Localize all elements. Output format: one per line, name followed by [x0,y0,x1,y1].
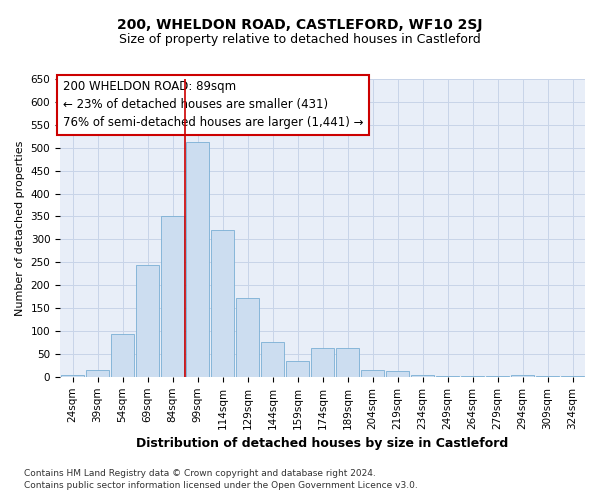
Bar [211,230,235,377]
Bar [536,376,559,377]
Text: 200 WHELDON ROAD: 89sqm
← 23% of detached houses are smaller (431)
76% of semi-d: 200 WHELDON ROAD: 89sqm ← 23% of detache… [62,80,363,130]
Bar [335,348,359,377]
Bar [311,348,334,377]
Bar [386,372,409,377]
Text: Contains public sector information licensed under the Open Government Licence v3: Contains public sector information licen… [24,481,418,490]
Bar [286,361,310,377]
Bar [560,376,584,377]
Text: Size of property relative to detached houses in Castleford: Size of property relative to detached ho… [119,32,481,46]
Text: Contains HM Land Registry data © Crown copyright and database right 2024.: Contains HM Land Registry data © Crown c… [24,468,376,477]
Bar [61,374,85,377]
Bar [236,298,259,377]
Bar [136,264,160,377]
Text: 200, WHELDON ROAD, CASTLEFORD, WF10 2SJ: 200, WHELDON ROAD, CASTLEFORD, WF10 2SJ [117,18,483,32]
Bar [161,216,184,377]
Bar [410,374,434,377]
Bar [436,376,460,377]
Bar [260,342,284,377]
Bar [461,376,484,377]
Bar [361,370,385,377]
Y-axis label: Number of detached properties: Number of detached properties [15,140,25,316]
Bar [185,142,209,377]
Bar [511,374,535,377]
Bar [86,370,109,377]
Bar [110,334,134,377]
Bar [485,376,509,377]
X-axis label: Distribution of detached houses by size in Castleford: Distribution of detached houses by size … [136,437,509,450]
